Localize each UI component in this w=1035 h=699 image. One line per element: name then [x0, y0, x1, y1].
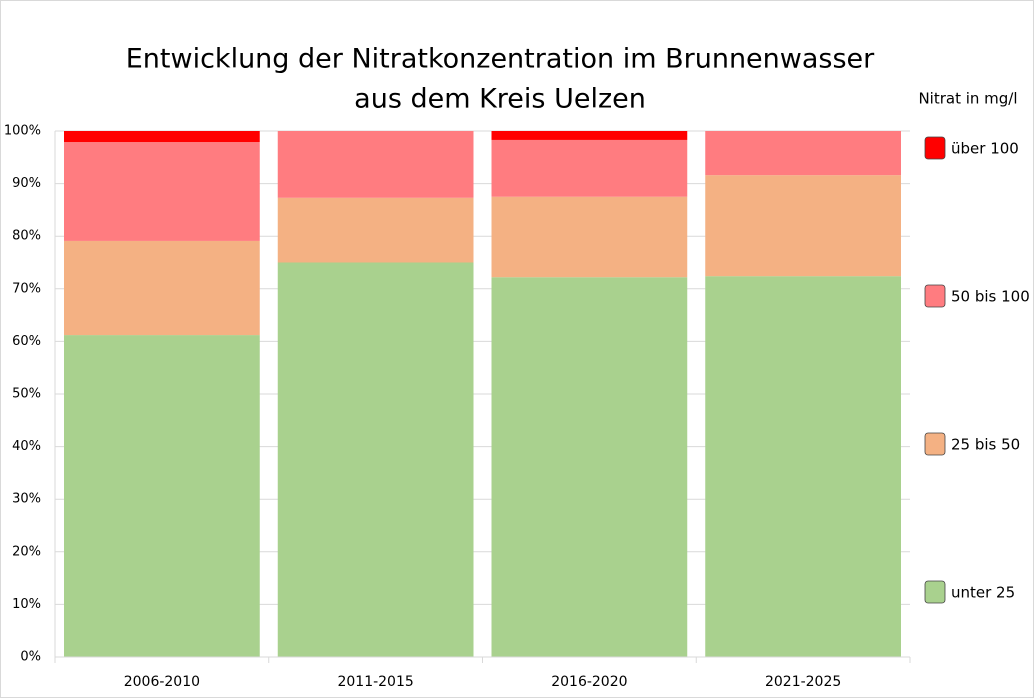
y-tick-label: 40% — [12, 439, 41, 454]
bar-segment — [705, 276, 901, 657]
bar-segment — [277, 197, 474, 263]
legend-swatch — [924, 580, 946, 604]
legend-label: 50 bis 100 — [951, 288, 1030, 306]
y-tick-label: 60% — [12, 334, 41, 349]
legend-label: 25 bis 50 — [951, 436, 1020, 454]
y-tick-label: 20% — [12, 544, 41, 559]
bar-segment — [64, 240, 260, 336]
x-tick-label: 2006-2010 — [124, 674, 200, 690]
bar-segment — [705, 131, 901, 176]
legend-swatch — [924, 284, 946, 308]
bar-segment — [491, 277, 688, 657]
bar-segment — [491, 131, 688, 140]
y-tick-label: 30% — [12, 492, 41, 507]
bar-segment — [705, 175, 901, 277]
y-tick-label: 0% — [20, 650, 41, 665]
y-tick-label: 90% — [12, 176, 41, 191]
y-tick-label: 80% — [12, 229, 41, 244]
x-tick-label: 2016-2020 — [551, 674, 627, 690]
x-tick-label: 2011-2015 — [337, 674, 413, 690]
bar-segment — [277, 131, 474, 198]
bar-segment — [277, 262, 474, 657]
legend-swatch — [924, 136, 946, 160]
y-tick-label: 10% — [12, 597, 41, 612]
legend-label: über 100 — [951, 140, 1019, 158]
bar-segment — [64, 142, 260, 241]
y-tick-label: 70% — [12, 281, 41, 296]
legend-label: unter 25 — [951, 584, 1015, 602]
legend-title: Nitrat in mg/l — [918, 90, 1017, 108]
bar-segment — [491, 196, 688, 278]
y-tick-label: 50% — [12, 387, 41, 402]
chart-title: aus dem Kreis Uelzen — [354, 84, 646, 115]
bar-segment — [64, 335, 260, 657]
x-tick-label: 2021-2025 — [765, 674, 841, 690]
chart-title: Entwicklung der Nitratkonzentration im B… — [126, 44, 875, 75]
bar-segment — [64, 131, 260, 143]
y-tick-label: 100% — [4, 124, 41, 139]
legend-swatch — [924, 432, 946, 456]
bar-segment — [491, 139, 688, 197]
